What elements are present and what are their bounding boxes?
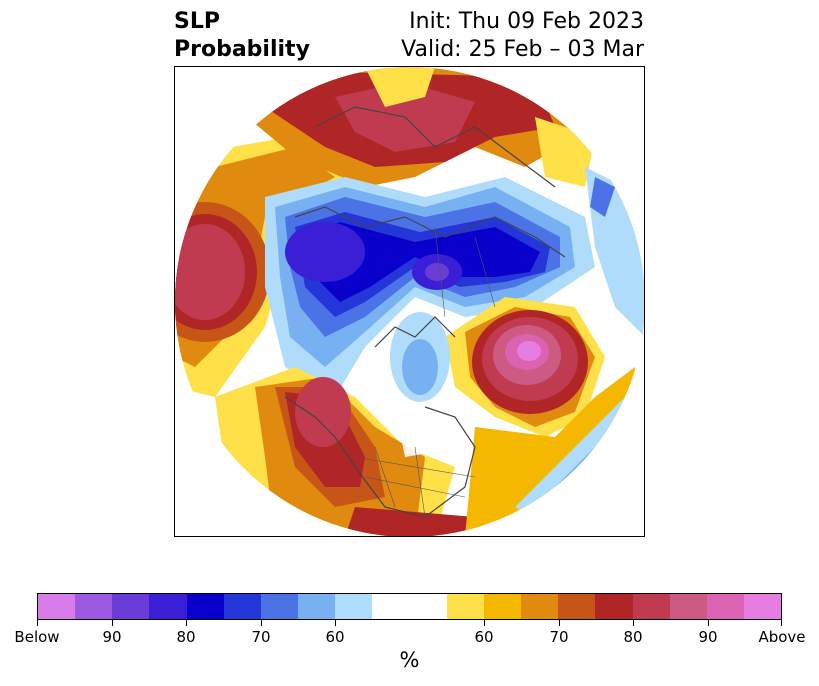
title-type: Probability xyxy=(174,37,310,62)
colorbar-segment xyxy=(521,594,559,619)
colorbar-segment xyxy=(223,594,261,619)
colorbar-segment xyxy=(298,594,336,619)
colorbar-tick-label: 90 xyxy=(102,628,122,646)
colorbar-segment xyxy=(558,594,596,619)
colorbar-segment xyxy=(446,594,484,619)
colorbar-tick xyxy=(261,620,262,626)
map-dates: Init: Thu 09 Feb 2023 Valid: 25 Feb – 03… xyxy=(401,8,644,64)
colorbar-tick-label: 60 xyxy=(474,628,494,646)
colorbar-segment xyxy=(743,594,782,619)
colorbar-tick xyxy=(484,620,485,626)
map-title: SLP Probability xyxy=(174,8,310,64)
colorbar-tick-label: 80 xyxy=(176,628,196,646)
colorbar-tick xyxy=(633,620,634,626)
colorbar xyxy=(37,593,782,620)
valid-date-range: Valid: 25 Feb – 03 Mar xyxy=(401,37,644,62)
colorbar-segment xyxy=(112,594,150,619)
colorbar-tick xyxy=(559,620,560,626)
colorbar-segment xyxy=(38,594,76,619)
colorbar-segment xyxy=(335,594,373,619)
colorbar-ticks: Below 90 80 70 60 60 70 80 90 Above xyxy=(14,620,806,660)
colorbar-tick-label: 60 xyxy=(325,628,345,646)
colorbar-tick xyxy=(708,620,709,626)
colorbar-segment xyxy=(372,594,410,619)
colorbar-segment xyxy=(595,594,633,619)
colorbar-tick-label: Below xyxy=(14,628,60,646)
colorbar-segment xyxy=(409,594,447,619)
init-date: Init: Thu 09 Feb 2023 xyxy=(409,9,644,34)
colorbar-tick-label: 80 xyxy=(623,628,643,646)
colorbar-tick-label: 90 xyxy=(698,628,718,646)
probability-field xyxy=(175,67,644,536)
colorbar-segment xyxy=(149,594,187,619)
colorbar-segment xyxy=(260,594,299,619)
colorbar-segment xyxy=(669,594,707,619)
colorbar-tick xyxy=(112,620,113,626)
colorbar-tick-label: 70 xyxy=(251,628,271,646)
polar-map xyxy=(174,66,645,537)
colorbar-segment xyxy=(483,594,522,619)
colorbar-tick xyxy=(37,620,38,626)
colorbar-tick xyxy=(186,620,187,626)
colorbar-segment xyxy=(706,594,744,619)
colorbar-tick-label: 70 xyxy=(549,628,569,646)
colorbar-tick xyxy=(781,620,782,626)
title-variable: SLP xyxy=(174,9,220,34)
colorbar-segment xyxy=(632,594,670,619)
colorbar-tick-label: Above xyxy=(758,628,806,646)
colorbar-segment xyxy=(186,594,224,619)
colorbar-units: % xyxy=(399,648,420,672)
colorbar-segment xyxy=(75,594,113,619)
colorbar-tick xyxy=(335,620,336,626)
